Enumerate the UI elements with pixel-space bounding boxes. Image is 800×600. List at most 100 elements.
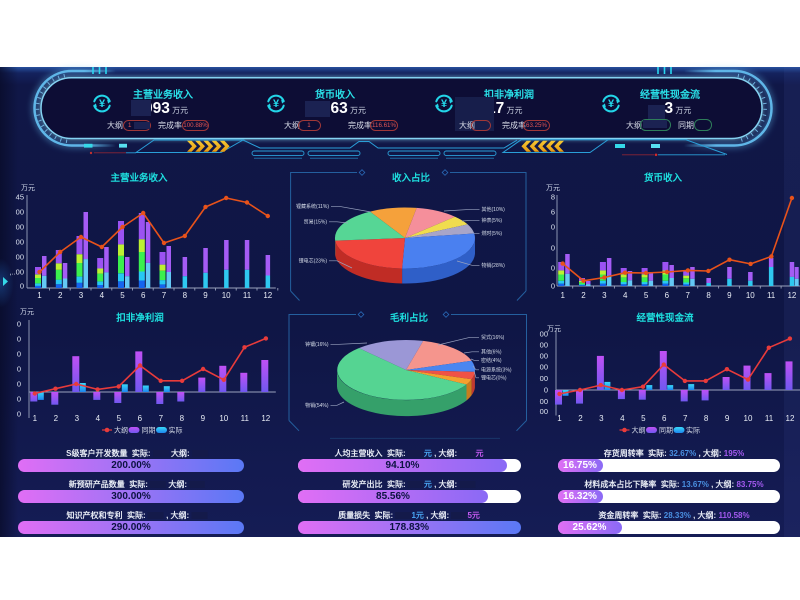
svg-text:实际: 实际 <box>686 426 700 435</box>
svg-text:万元: 万元 <box>547 325 561 333</box>
svg-text:1: 1 <box>37 291 42 300</box>
svg-text:11: 11 <box>765 414 774 423</box>
svg-text:1: 1 <box>557 414 562 423</box>
svg-text:12: 12 <box>263 291 272 300</box>
svg-text:10: 10 <box>219 414 228 423</box>
svg-text:0: 0 <box>551 223 555 232</box>
svg-text:2: 2 <box>58 291 63 300</box>
svg-text:电源系统(3%): 电源系统(3%) <box>481 367 512 374</box>
svg-text:¥: ¥ <box>608 98 615 110</box>
svg-text:,..00: ,..00 <box>9 268 24 277</box>
svg-text:0: 0 <box>551 282 555 291</box>
svg-text:同期: 同期 <box>659 427 673 435</box>
svg-text:¥: ¥ <box>273 98 280 110</box>
svg-text:燃时(5%): 燃时(5%) <box>482 230 503 237</box>
svg-text:0: 0 <box>551 244 555 253</box>
svg-text:5: 5 <box>641 414 646 423</box>
svg-text:0: 0 <box>17 410 21 419</box>
svg-text:6: 6 <box>551 208 555 217</box>
svg-text:6: 6 <box>665 291 670 300</box>
svg-text:1: 1 <box>33 414 38 423</box>
svg-text:0: 0 <box>551 264 555 273</box>
svg-text:10: 10 <box>744 414 753 423</box>
svg-text:2: 2 <box>581 291 586 300</box>
svg-text:00: 00 <box>16 238 24 247</box>
svg-text:4: 4 <box>620 414 625 423</box>
svg-text:9: 9 <box>725 414 730 423</box>
svg-text:5: 5 <box>644 291 649 300</box>
svg-text:锂电芯(23%): 锂电芯(23%) <box>299 258 328 265</box>
svg-text:密结(4%): 密结(4%) <box>481 357 502 364</box>
svg-text:6: 6 <box>662 414 667 423</box>
svg-text:6: 6 <box>141 291 146 300</box>
svg-text:其他(6%): 其他(6%) <box>481 349 502 356</box>
svg-text:6: 6 <box>138 414 143 423</box>
svg-text:0: 0 <box>17 320 21 329</box>
svg-text:锂电芯(0%): 锂电芯(0%) <box>481 375 507 382</box>
svg-text:0: 0 <box>17 350 21 359</box>
svg-text:8: 8 <box>551 193 555 202</box>
svg-text:00: 00 <box>540 397 548 406</box>
svg-text:9: 9 <box>201 414 206 423</box>
svg-text:00: 00 <box>540 330 548 339</box>
svg-text:2: 2 <box>54 414 59 423</box>
svg-text:其他(10%): 其他(10%) <box>482 206 506 213</box>
svg-text:12: 12 <box>786 414 795 423</box>
svg-text:4: 4 <box>100 291 105 300</box>
svg-text:4: 4 <box>96 414 101 423</box>
svg-text:0: 0 <box>17 395 21 404</box>
svg-text:00: 00 <box>540 374 548 383</box>
svg-text:同期: 同期 <box>142 427 156 435</box>
svg-text:00: 00 <box>16 223 24 232</box>
svg-text:10: 10 <box>746 291 755 300</box>
svg-text:万元: 万元 <box>21 184 35 192</box>
svg-text:物销(28%): 物销(28%) <box>482 262 506 269</box>
svg-text:实际: 实际 <box>169 426 183 435</box>
svg-text:00: 00 <box>540 352 548 361</box>
svg-text:0: 0 <box>20 282 24 291</box>
svg-text:5: 5 <box>117 414 122 423</box>
svg-text:1: 1 <box>560 291 565 300</box>
svg-text:8: 8 <box>706 291 711 300</box>
svg-text:8: 8 <box>704 414 709 423</box>
svg-text:8: 8 <box>183 291 188 300</box>
svg-text:贸易(15%): 贸易(15%) <box>304 219 328 226</box>
svg-text:7: 7 <box>162 291 167 300</box>
svg-text:12: 12 <box>787 291 796 300</box>
svg-text:11: 11 <box>243 291 252 300</box>
svg-text:7: 7 <box>685 291 690 300</box>
svg-text:9: 9 <box>727 291 732 300</box>
svg-text:10: 10 <box>222 291 231 300</box>
svg-text:00: 00 <box>540 341 548 350</box>
svg-text:00: 00 <box>540 363 548 372</box>
svg-text:锂藏系统(11%): 锂藏系统(11%) <box>296 203 329 210</box>
svg-text:11: 11 <box>241 414 250 423</box>
svg-text:00: 00 <box>16 253 24 262</box>
svg-text:0: 0 <box>544 386 548 395</box>
svg-text:7: 7 <box>159 414 164 423</box>
svg-text:3: 3 <box>599 414 604 423</box>
svg-text:3: 3 <box>602 291 607 300</box>
svg-text:万元: 万元 <box>546 184 560 192</box>
svg-text:物销(54%): 物销(54%) <box>305 402 329 409</box>
svg-text:00: 00 <box>540 407 548 416</box>
svg-text:11: 11 <box>767 291 776 300</box>
svg-text:3: 3 <box>75 414 80 423</box>
svg-text:钟表(5%): 钟表(5%) <box>482 217 503 224</box>
svg-text:5: 5 <box>120 291 125 300</box>
svg-text:¥: ¥ <box>99 98 106 110</box>
svg-text:9: 9 <box>203 291 208 300</box>
svg-text:7: 7 <box>683 414 688 423</box>
svg-text:0: 0 <box>17 380 21 389</box>
svg-text:2: 2 <box>578 414 583 423</box>
svg-text:大纲: 大纲 <box>114 426 128 435</box>
svg-text:12: 12 <box>261 414 270 423</box>
svg-text:大纲: 大纲 <box>632 426 646 435</box>
svg-text:贸式(16%): 贸式(16%) <box>481 334 505 341</box>
svg-text:8: 8 <box>180 414 185 423</box>
svg-text:¥: ¥ <box>441 98 448 110</box>
svg-text:0: 0 <box>17 335 21 344</box>
svg-text:4: 4 <box>623 291 628 300</box>
svg-text:钟镶(16%): 钟镶(16%) <box>305 341 329 348</box>
svg-text:0: 0 <box>17 365 21 374</box>
